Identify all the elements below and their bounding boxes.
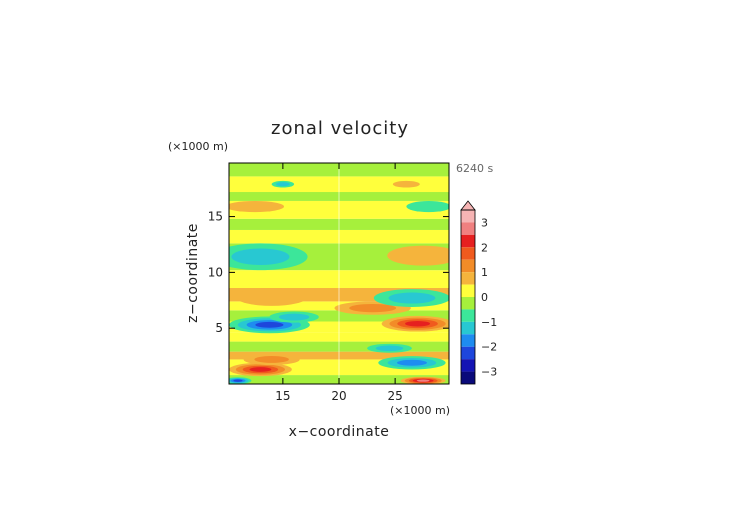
contour-feature-11 [235,288,308,306]
colorbar-swatch-8 [461,309,475,322]
contour-level [416,379,430,382]
contour-level [405,321,431,327]
contour-level [375,345,404,352]
contour-feature-2 [229,377,252,384]
contour-level [275,182,290,187]
colorbar-swatch-12 [461,359,475,372]
contour-level [233,379,243,382]
contour-feature-4 [243,353,300,366]
chart-title: zonal velocity [271,118,409,139]
contour-feature-14 [229,200,284,213]
colorbar-swatch-7 [461,297,475,310]
contour-feature-8 [269,311,319,323]
contour-feature-3 [378,356,446,370]
contour-feature-10 [373,289,449,307]
colorbar-tick-label: −1 [481,316,497,329]
x-axis-title: x−coordinate [289,424,390,440]
x-unit-label: (×1000 m) [390,404,450,417]
colorbar-tick-label: −3 [481,366,497,379]
contour-feature-13 [387,245,449,266]
y-unit-label: (×1000 m) [168,140,228,153]
contour-level [387,245,449,266]
colorbar-swatch-6 [461,284,475,297]
contour-level [229,200,284,213]
contour-feature-17 [392,180,420,188]
contour-feature-0 [229,362,292,377]
contour-feature-5 [367,343,412,353]
contour-level [249,367,272,372]
y-tick-label: 15 [208,210,223,224]
colorbar-tick-label: −2 [481,341,497,354]
contour-feature-7 [381,315,449,332]
y-tick-label: 5 [215,321,223,335]
colorbar-tick-label: 1 [481,266,488,279]
colorbar-swatch-2 [461,234,475,248]
contour-level [278,313,310,321]
colorbar-swatch-3 [461,247,475,260]
contour-level [388,292,436,304]
time-label: 6240 s [456,162,493,175]
contour-level [392,180,420,188]
colorbar-swatch-9 [461,321,475,335]
contour-feature-12 [229,243,308,271]
colorbar-swatch-4 [461,259,475,273]
colorbar-tick-label: 3 [481,216,488,229]
plot-axes: 15 20 25 5 10 15 [208,162,450,403]
colorbar-tick-label: 0 [481,291,488,304]
colorbar-frame [460,209,476,385]
contour-level [406,200,449,213]
contour-level [255,321,284,328]
contour-plot [229,163,449,384]
contour-level [231,248,290,265]
colorbar-swatch-0 [461,210,475,223]
contour-level [349,303,397,313]
contour-feature-16 [271,180,295,188]
x-tick-label: 15 [275,389,290,403]
contour-level [254,356,289,363]
colorbar-swatch-5 [461,272,475,285]
colorbar-extend-max [460,200,476,211]
colorbar-tick-label: 2 [481,241,488,254]
colorbar-swatch-10 [461,334,475,347]
contour-level [396,359,427,366]
colorbar-swatch-13 [461,371,475,384]
y-tick-label: 10 [208,265,223,279]
x-tick-label: 20 [331,389,346,403]
contour-level [235,288,308,306]
x-tick-label: 25 [387,389,402,403]
colorbar-swatch-1 [461,222,475,235]
colorbar: 3 2 1 0 −1 −2 −3 [460,200,497,385]
contour-feature-1 [400,376,446,384]
colorbar-swatch-11 [461,346,475,360]
contour-feature-15 [406,200,449,213]
y-axis-title: z−coordinate [185,223,201,323]
